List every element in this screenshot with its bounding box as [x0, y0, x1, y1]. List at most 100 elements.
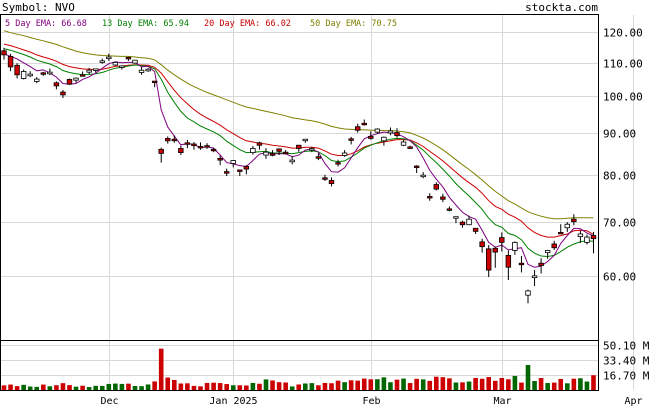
- candle-body: [564, 223, 570, 229]
- volume-bar: [198, 386, 203, 390]
- volume-bar: [335, 380, 341, 390]
- candle-body: [348, 138, 354, 141]
- candle-body: [60, 91, 66, 96]
- candle-body: [256, 142, 263, 146]
- volume-bar: [80, 385, 85, 390]
- volume-bar: [309, 383, 315, 390]
- ema13-line: [3, 48, 594, 258]
- candle-body: [525, 290, 531, 296]
- candle-body: [413, 165, 420, 168]
- volume-tick-label: 50.10 M: [603, 340, 650, 353]
- candle-body: [40, 72, 46, 75]
- volume-bar: [407, 383, 413, 390]
- price-tick-label: 80.00: [603, 170, 636, 183]
- volume-bar: [440, 377, 446, 390]
- month-label: Dec: [100, 396, 118, 406]
- candle-body: [584, 236, 590, 243]
- volume-bar: [93, 385, 98, 390]
- volume-bar: [244, 385, 249, 390]
- volume-bar: [237, 385, 243, 390]
- candle-body: [368, 136, 374, 139]
- price-tick-label: 100.00: [603, 91, 643, 104]
- candle-body: [577, 233, 584, 237]
- site-watermark: stockta.com: [525, 1, 598, 14]
- volume-bar: [113, 383, 118, 390]
- ema-legend: 5 Day EMA: 66.68 13 Day EMA: 65.94 20 Da…: [5, 19, 397, 29]
- volume-bar: [41, 384, 46, 390]
- price-tick-label: 60.00: [603, 271, 636, 284]
- volume-bar: [27, 386, 33, 390]
- candle-body: [191, 143, 197, 147]
- volume-bar: [303, 383, 308, 390]
- candle-body: [446, 208, 453, 211]
- price-candles: [1, 47, 597, 304]
- candle-body: [197, 146, 204, 149]
- volume-bar: [342, 382, 347, 390]
- candle-body: [590, 235, 597, 240]
- volume-bar: [230, 385, 236, 390]
- candle-body: [538, 262, 544, 266]
- candle-body: [322, 177, 328, 180]
- volume-bar: [34, 386, 40, 390]
- candle-body: [400, 141, 407, 146]
- candle-body: [27, 73, 33, 77]
- candle-body: [237, 169, 243, 172]
- candle-body: [354, 126, 361, 131]
- candle-body: [53, 82, 60, 87]
- candle-body: [407, 146, 413, 149]
- volume-bar: [73, 386, 79, 390]
- volume-bar: [106, 383, 112, 390]
- candle-body: [243, 166, 250, 170]
- volume-bar: [394, 379, 400, 390]
- volume-bar: [479, 378, 485, 390]
- price-tick-label: 110.00: [603, 58, 643, 71]
- candle-body: [341, 152, 348, 156]
- volume-bar: [460, 382, 465, 390]
- volume-bar: [270, 380, 275, 390]
- price-tick-label: 70.00: [603, 217, 636, 230]
- volume-bar: [499, 377, 505, 390]
- candle-body: [79, 74, 86, 77]
- candle-body: [381, 136, 387, 142]
- candle-body: [184, 142, 191, 145]
- volume-bar: [126, 383, 131, 390]
- legend-ema20: 20 Day EMA: 66.02: [204, 19, 291, 29]
- candle-body: [20, 71, 27, 79]
- volume-bar: [381, 377, 387, 390]
- candle-body: [466, 218, 472, 226]
- volume-bar: [453, 382, 459, 390]
- volume-bar: [283, 382, 288, 390]
- candle-body: [387, 130, 394, 134]
- volume-bar: [60, 383, 66, 390]
- volume-bar: [172, 379, 177, 390]
- candle-body: [315, 156, 322, 159]
- candle-body: [394, 132, 400, 137]
- volume-bar: [119, 383, 125, 390]
- candle-body: [276, 148, 282, 152]
- candle-body: [440, 196, 446, 200]
- candle-body: [309, 148, 315, 151]
- candle-body: [361, 122, 367, 126]
- candle-body: [531, 275, 538, 279]
- volume-bar: [14, 386, 20, 390]
- volume-bar: [545, 383, 550, 390]
- volume-bar: [375, 379, 380, 390]
- volume-bar: [1, 385, 7, 390]
- symbol-label: Symbol: NVO: [2, 1, 75, 14]
- volume-bar: [217, 383, 223, 390]
- legend-ema13: 13 Day EMA: 65.94: [102, 19, 189, 29]
- candle-body: [420, 174, 426, 178]
- volume-tick-label: 33.40 M: [603, 355, 650, 368]
- candle-body: [158, 148, 164, 154]
- volume-bar: [47, 386, 53, 390]
- volume-bar: [512, 375, 518, 390]
- candle-body: [289, 159, 295, 163]
- candle-body: [479, 241, 485, 248]
- volume-bar: [361, 378, 367, 390]
- candle-body: [459, 221, 466, 226]
- candle-body: [132, 59, 138, 64]
- candle-body: [499, 237, 505, 243]
- volume-bar: [348, 380, 354, 390]
